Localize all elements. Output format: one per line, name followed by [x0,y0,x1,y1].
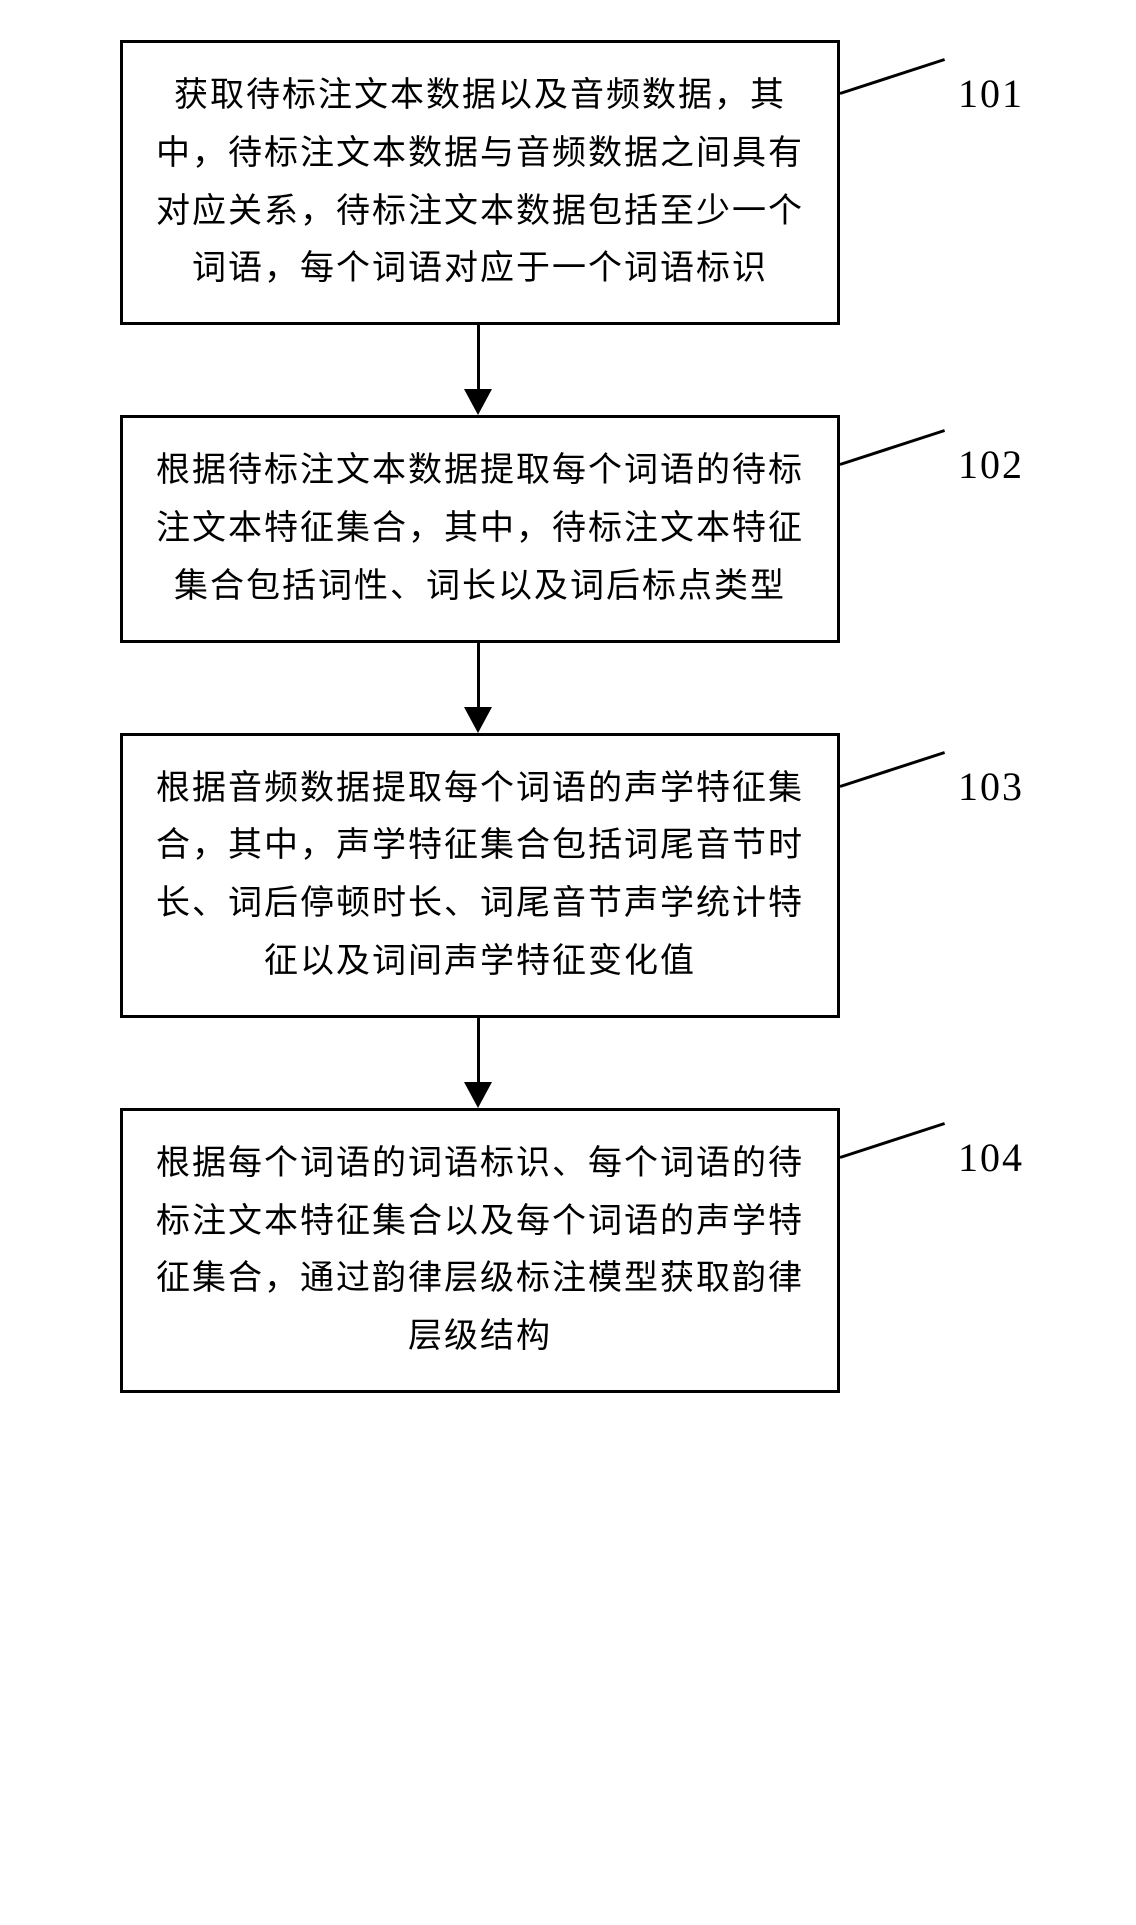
step-102-id: 102 [958,441,1024,488]
step-102-text: 根据待标注文本数据提取每个词语的待标注文本特征集合，其中，待标注文本特征集合包括… [156,452,804,605]
step-103-box: 根据音频数据提取每个词语的声学特征集合，其中，声学特征集合包括词尾音节时长、词后… [120,733,840,1018]
leader-line-icon [840,429,946,466]
step-104-box: 根据每个词语的词语标识、每个词语的待标注文本特征集合以及每个词语的声学特征集合，… [120,1108,840,1393]
arrow-shaft-icon [477,643,480,713]
arrow-head-icon [464,707,492,733]
arrow-head-icon [464,389,492,415]
arrow-101-102 [20,325,1116,415]
step-103-id: 103 [958,763,1024,810]
step-102-label: 102 [840,441,1024,488]
step-101-row: 获取待标注文本数据以及音频数据，其中，待标注文本数据与音频数据之间具有对应关系，… [20,40,1116,325]
step-101-box: 获取待标注文本数据以及音频数据，其中，待标注文本数据与音频数据之间具有对应关系，… [120,40,840,325]
step-104-label: 104 [840,1134,1024,1181]
arrow-head-icon [464,1082,492,1108]
leader-line-icon [840,1122,946,1159]
arrow-102-103 [20,643,1116,733]
step-101-label: 101 [840,70,1024,117]
step-102-box: 根据待标注文本数据提取每个词语的待标注文本特征集合，其中，待标注文本特征集合包括… [120,415,840,642]
step-104-id: 104 [958,1134,1024,1181]
step-103-label: 103 [840,763,1024,810]
step-101-text: 获取待标注文本数据以及音频数据，其中，待标注文本数据与音频数据之间具有对应关系，… [156,77,804,287]
flowchart-container: 获取待标注文本数据以及音频数据，其中，待标注文本数据与音频数据之间具有对应关系，… [20,40,1116,1393]
leader-line-icon [840,58,946,95]
step-103-row: 根据音频数据提取每个词语的声学特征集合，其中，声学特征集合包括词尾音节时长、词后… [20,733,1116,1018]
step-104-row: 根据每个词语的词语标识、每个词语的待标注文本特征集合以及每个词语的声学特征集合，… [20,1108,1116,1393]
step-102-row: 根据待标注文本数据提取每个词语的待标注文本特征集合，其中，待标注文本特征集合包括… [20,415,1116,642]
leader-line-icon [840,751,946,788]
step-103-text: 根据音频数据提取每个词语的声学特征集合，其中，声学特征集合包括词尾音节时长、词后… [156,770,804,980]
arrow-103-104 [20,1018,1116,1108]
step-101-id: 101 [958,70,1024,117]
arrow-shaft-icon [477,325,480,395]
step-104-text: 根据每个词语的词语标识、每个词语的待标注文本特征集合以及每个词语的声学特征集合，… [156,1145,804,1355]
arrow-shaft-icon [477,1018,480,1088]
